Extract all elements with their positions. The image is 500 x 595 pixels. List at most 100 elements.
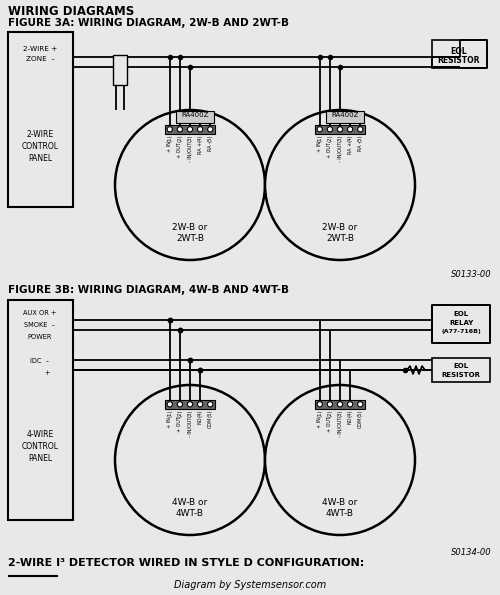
Bar: [432, 305, 490, 343]
Text: FIGURE 3A: WIRING DIAGRAM, 2W-B AND 2WT-B: FIGURE 3A: WIRING DIAGRAM, 2W-B AND 2WT-…: [8, 18, 289, 28]
Circle shape: [265, 385, 415, 535]
Text: + OUT: + OUT: [328, 142, 332, 158]
Text: (1): (1): [318, 409, 322, 417]
Text: COM: COM: [208, 416, 213, 428]
Text: PANEL: PANEL: [28, 154, 52, 163]
Text: (5): (5): [358, 134, 363, 142]
Text: EOL: EOL: [454, 311, 468, 317]
Text: 4WT-B: 4WT-B: [326, 509, 354, 518]
Bar: [8, 32, 73, 207]
Text: (3): (3): [188, 409, 192, 417]
Text: 2W-B or: 2W-B or: [322, 223, 358, 232]
Text: NO: NO: [348, 416, 352, 424]
Text: 2WT-B: 2WT-B: [176, 234, 204, 243]
Text: RA -: RA -: [358, 142, 363, 151]
Text: CONTROL: CONTROL: [22, 442, 59, 451]
Text: EOL: EOL: [454, 363, 468, 369]
Text: RESISTOR: RESISTOR: [438, 56, 480, 65]
Text: (2): (2): [178, 134, 182, 142]
Text: - IN/OUT: - IN/OUT: [338, 142, 342, 162]
Circle shape: [188, 127, 192, 132]
Text: AUX OR +: AUX OR +: [23, 310, 57, 316]
Circle shape: [338, 402, 342, 407]
Bar: [113, 55, 127, 85]
Circle shape: [167, 402, 172, 407]
Bar: [432, 358, 490, 382]
Text: (4): (4): [348, 409, 352, 417]
Text: + IN: + IN: [167, 416, 172, 427]
Text: 2WT-B: 2WT-B: [326, 234, 354, 243]
Text: (2): (2): [328, 409, 332, 417]
Circle shape: [358, 127, 363, 132]
Text: +: +: [30, 370, 50, 376]
Text: (1): (1): [318, 134, 322, 142]
Text: - IN/OUT: - IN/OUT: [188, 142, 192, 162]
Text: (3): (3): [338, 134, 342, 142]
Text: Diagram by Systemsensor.com: Diagram by Systemsensor.com: [174, 580, 326, 590]
Text: POWER: POWER: [28, 334, 52, 340]
Bar: [326, 111, 364, 123]
Bar: [164, 125, 216, 134]
Text: SMOKE  –: SMOKE –: [24, 322, 56, 328]
Text: RA +: RA +: [198, 142, 202, 154]
Circle shape: [348, 402, 353, 407]
Circle shape: [348, 127, 353, 132]
Text: 4WT-B: 4WT-B: [176, 509, 204, 518]
Circle shape: [317, 127, 322, 132]
Text: 4W-B or: 4W-B or: [322, 498, 358, 507]
Text: (4): (4): [198, 134, 202, 142]
Circle shape: [265, 110, 415, 260]
Text: RELAY: RELAY: [449, 320, 473, 326]
Text: 2-WIRE +: 2-WIRE +: [23, 46, 57, 52]
Text: (5): (5): [208, 409, 213, 417]
Circle shape: [177, 127, 182, 132]
Text: + IN: + IN: [318, 416, 322, 427]
Text: (3): (3): [338, 409, 342, 417]
Text: (4): (4): [198, 409, 202, 417]
Text: EOL: EOL: [450, 47, 468, 56]
Text: (A77-716B): (A77-716B): [441, 329, 481, 334]
Circle shape: [198, 402, 203, 407]
Text: + OUT: + OUT: [178, 416, 182, 433]
Text: S0134-00: S0134-00: [452, 548, 492, 557]
Text: S0133-00: S0133-00: [452, 270, 492, 279]
Text: CONTROL: CONTROL: [22, 142, 59, 151]
Text: ZONE  –: ZONE –: [26, 56, 54, 62]
Text: (2): (2): [328, 134, 332, 142]
Circle shape: [115, 385, 265, 535]
Text: RA +: RA +: [348, 142, 352, 154]
Text: NO: NO: [198, 416, 202, 424]
Text: (1): (1): [167, 409, 172, 417]
Circle shape: [188, 402, 192, 407]
Text: + OUT: + OUT: [328, 416, 332, 433]
Circle shape: [198, 127, 203, 132]
Bar: [314, 400, 366, 409]
Circle shape: [208, 127, 213, 132]
Circle shape: [327, 127, 332, 132]
Text: (4): (4): [348, 134, 352, 142]
Text: (1): (1): [167, 134, 172, 142]
Text: 2W-B or: 2W-B or: [172, 223, 208, 232]
Text: FIGURE 3B: WIRING DIAGRAM, 4W-B AND 4WT-B: FIGURE 3B: WIRING DIAGRAM, 4W-B AND 4WT-…: [8, 285, 289, 295]
Circle shape: [317, 402, 322, 407]
Text: PANEL: PANEL: [28, 454, 52, 463]
Bar: [314, 125, 366, 134]
Bar: [176, 111, 214, 123]
Circle shape: [115, 110, 265, 260]
Text: COM: COM: [358, 416, 363, 428]
Circle shape: [358, 402, 363, 407]
Circle shape: [167, 127, 172, 132]
Text: RA -: RA -: [208, 142, 213, 151]
Text: RESISTOR: RESISTOR: [442, 372, 480, 378]
Text: (2): (2): [178, 409, 182, 417]
Text: 2-WIRE: 2-WIRE: [26, 130, 54, 139]
Bar: [432, 40, 487, 68]
Circle shape: [208, 402, 213, 407]
Text: + IN: + IN: [167, 142, 172, 152]
Text: (5): (5): [358, 409, 363, 417]
Circle shape: [327, 402, 332, 407]
Bar: [164, 400, 216, 409]
Text: 2-WIRE I³ DETECTOR WIRED IN STYLE D CONFIGURATION:: 2-WIRE I³ DETECTOR WIRED IN STYLE D CONF…: [8, 558, 364, 568]
Text: (3): (3): [188, 134, 192, 142]
Circle shape: [177, 402, 182, 407]
